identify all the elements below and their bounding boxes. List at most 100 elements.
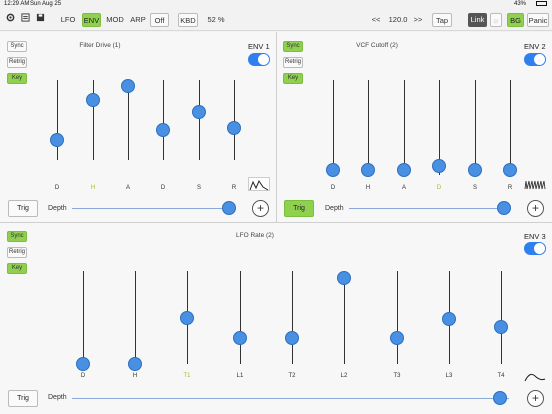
env3-slider-thumb-0[interactable]	[76, 357, 90, 371]
env1-slider-label-1: H	[90, 185, 96, 191]
env1-sync-button[interactable]: Sync	[7, 41, 27, 52]
env3-slider-thumb-2[interactable]	[180, 310, 194, 325]
env-tab[interactable]: ENV	[82, 13, 101, 27]
env1-depth-thumb[interactable]	[222, 201, 237, 215]
bg-button[interactable]: BG	[507, 13, 524, 27]
env3-enable-toggle[interactable]	[524, 242, 546, 255]
env1-retrig-button[interactable]: Retrig	[7, 57, 27, 68]
env2-slider-track-0[interactable]	[333, 80, 334, 175]
mod-tab[interactable]: MOD	[106, 15, 124, 24]
env2-label: ENV 2	[524, 42, 546, 51]
env3-slider-track-0[interactable]	[83, 271, 84, 364]
env1-slider-label-2: A	[125, 185, 130, 191]
env1-slider-track-2[interactable]	[128, 80, 129, 160]
env1-depth-track[interactable]	[72, 208, 234, 209]
status-time: 12:29 AM	[4, 1, 30, 7]
env1-slider-track-1[interactable]	[93, 80, 94, 160]
arp-off-button[interactable]: Off	[150, 13, 169, 27]
env2-retrig-button[interactable]: Retrig	[283, 57, 303, 68]
env2-slider-label-0: D	[330, 185, 336, 191]
env3-slider-thumb-3[interactable]	[233, 330, 247, 345]
env1-slider-thumb-5[interactable]	[227, 121, 241, 135]
tap-button[interactable]: Tap	[432, 13, 452, 27]
env3-slider-track-5[interactable]	[344, 271, 345, 364]
env1-slider-track-4[interactable]	[199, 80, 200, 160]
env3-slider-label-2: T1	[183, 373, 191, 379]
panel-divider-horizontal	[0, 222, 552, 223]
env3-slider-thumb-1[interactable]	[128, 357, 142, 371]
kbd-button[interactable]: KBD	[178, 13, 198, 27]
env3-slider-thumb-5[interactable]	[337, 271, 351, 286]
env3-slider-thumb-4[interactable]	[285, 330, 299, 345]
env3-add-button[interactable]: +	[527, 390, 544, 407]
env2-slider-thumb-4[interactable]	[468, 163, 482, 178]
env1-slider-label-5: R	[231, 185, 237, 191]
env3-title: LFO Rate (2)	[236, 232, 274, 239]
env1-shape-icon	[248, 177, 270, 191]
env2-slider-track-1[interactable]	[368, 80, 369, 175]
env2-slider-label-4: S	[472, 185, 477, 191]
env1-slider-thumb-1[interactable]	[86, 93, 100, 107]
env3-depth-track[interactable]	[72, 398, 509, 399]
env2-key-button[interactable]: Key	[283, 73, 303, 84]
save-icon[interactable]	[35, 13, 45, 27]
lfo-tab[interactable]: LFO	[60, 15, 76, 24]
env3-sync-button[interactable]: Sync	[7, 231, 27, 242]
env3-retrig-button[interactable]: Retrig	[7, 247, 27, 258]
env3-key-button[interactable]: Key	[7, 263, 27, 274]
env3-shape-icon	[524, 369, 546, 383]
env3-slider-track-4[interactable]	[292, 271, 293, 364]
env3-slider-track-1[interactable]	[135, 271, 136, 364]
env3-trig-button[interactable]: Trig	[8, 390, 38, 407]
env2-trig-button[interactable]: Trig	[284, 200, 314, 217]
env1-slider-track-5[interactable]	[234, 80, 235, 160]
env2-slider-label-3: D	[436, 185, 442, 191]
env1-slider-thumb-2[interactable]	[121, 78, 135, 93]
env3-slider-label-4: T2	[288, 373, 296, 379]
env1-enable-toggle[interactable]	[248, 53, 270, 66]
link-button[interactable]: Link	[468, 13, 487, 27]
arp-tab[interactable]: ARP	[130, 15, 146, 24]
env2-slider-track-2[interactable]	[404, 80, 405, 175]
env3-slider-thumb-6[interactable]	[390, 330, 404, 345]
env1-slider-thumb-0[interactable]	[50, 133, 64, 147]
env3-slider-track-8[interactable]	[501, 271, 502, 364]
env1-panel: Filter Drive (1) ENV 1 Sync Retrig Key D…	[0, 32, 276, 222]
env2-sync-button[interactable]: Sync	[283, 41, 303, 52]
env1-trig-button[interactable]: Trig	[8, 200, 38, 217]
env2-depth-track[interactable]	[349, 208, 509, 209]
env3-slider-track-6[interactable]	[397, 271, 398, 364]
env3-slider-label-5: L2	[340, 373, 348, 379]
env2-enable-toggle[interactable]	[524, 53, 546, 66]
prev-button[interactable]: <<	[371, 15, 381, 24]
env1-add-button[interactable]: +	[252, 200, 269, 217]
env3-slider-thumb-8[interactable]	[494, 319, 508, 334]
list-icon[interactable]	[20, 13, 30, 27]
env2-slider-track-4[interactable]	[475, 80, 476, 175]
env2-slider-thumb-5[interactable]	[503, 163, 517, 178]
env2-slider-track-5[interactable]	[510, 80, 511, 175]
env3-slider-label-0: D	[80, 373, 86, 379]
tempo-readout[interactable]: 120.0	[388, 15, 408, 24]
sun-icon[interactable]: ☼	[490, 13, 502, 27]
env1-slider-track-0[interactable]	[57, 80, 58, 160]
env3-slider-thumb-7[interactable]	[442, 312, 456, 327]
gear-icon[interactable]	[5, 13, 15, 27]
env1-slider-track-3[interactable]	[163, 80, 164, 160]
env2-slider-thumb-0[interactable]	[326, 163, 340, 178]
env3-slider-track-3[interactable]	[240, 271, 241, 364]
env1-slider-thumb-3[interactable]	[156, 122, 170, 137]
env2-slider-thumb-2[interactable]	[397, 163, 411, 178]
env2-add-button[interactable]: +	[527, 200, 544, 217]
env2-slider-thumb-1[interactable]	[361, 163, 375, 178]
env2-slider-track-3[interactable]	[439, 80, 440, 175]
env2-shape-icon	[524, 177, 546, 191]
next-button[interactable]: >>	[413, 15, 423, 24]
env2-slider-thumb-3[interactable]	[432, 158, 446, 173]
env3-depth-thumb[interactable]	[493, 391, 508, 405]
env1-title: Filter Drive (1)	[79, 42, 121, 49]
env1-key-button[interactable]: Key	[7, 73, 27, 84]
panic-button[interactable]: Panic	[527, 13, 549, 27]
env2-depth-thumb[interactable]	[497, 201, 512, 215]
env1-slider-thumb-4[interactable]	[192, 105, 206, 119]
